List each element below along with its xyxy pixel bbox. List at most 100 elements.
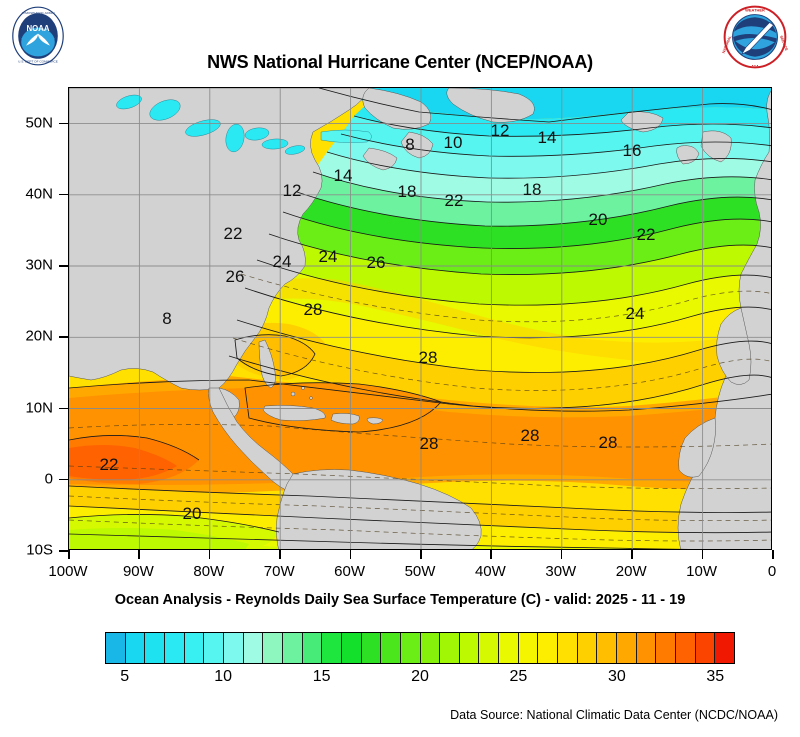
contour-label: 8: [162, 309, 171, 328]
svg-text:U.S. DEPT OF COMMERCE: U.S. DEPT OF COMMERCE: [18, 59, 58, 63]
chart-subtitle: Ocean Analysis - Reynolds Daily Sea Surf…: [114, 592, 686, 608]
sst-map: 8 10 12 14 16 12 14 18 22 18 20 22 22 24 24 26 26 24 28 8 28…: [25, 87, 776, 580]
map-canvas: [69, 88, 771, 549]
colorbar-swatch: [656, 633, 677, 663]
contour-label: 10: [444, 133, 463, 152]
colorbar-swatch: [577, 633, 598, 663]
colorbar-swatch: [518, 633, 539, 663]
x-tick: [631, 550, 633, 559]
x-tick: [68, 550, 70, 559]
x-axis-label: 100W: [48, 563, 88, 580]
y-axis-label: 10S: [26, 541, 53, 559]
map-frame: 8 10 12 14 16 12 14 18 22 18 20 22 22 24 24 26 26 24 28 8 28…: [68, 87, 772, 550]
x-tick: [560, 550, 563, 559]
colorbar-swatch: [164, 633, 185, 663]
y-axis-label: 40N: [25, 185, 53, 203]
colorbar-swatch: [243, 633, 264, 663]
x-tick: [772, 550, 774, 559]
colorbar-tick-label: 15: [312, 668, 331, 685]
x-axis-label: 50W: [404, 563, 436, 580]
contour-label: 22: [637, 225, 656, 244]
contour-label: 14: [538, 128, 557, 147]
colorbar-swatch: [184, 633, 205, 663]
colorbar-swatch: [459, 633, 480, 663]
colorbar-tick-label: 25: [509, 668, 528, 685]
contour-label: 12: [491, 121, 510, 140]
colorbar-swatch: [617, 633, 637, 663]
colorbar-swatch: [538, 633, 559, 663]
y-tick: [59, 193, 68, 196]
contour-label: 18: [523, 180, 542, 199]
colorbar-swatch: [636, 633, 657, 663]
contour-label: 14: [334, 166, 353, 185]
contour-label: 22: [224, 224, 243, 243]
contour-label: 28: [419, 348, 438, 367]
y-axis-label: 30N: [25, 256, 53, 274]
data-source-note: Data Source: National Climatic Data Cent…: [450, 708, 778, 722]
contour-label: 20: [183, 504, 202, 523]
colorbar-swatch: [125, 633, 146, 663]
x-tick: [138, 550, 140, 559]
contour-label: 8: [405, 135, 414, 154]
svg-text:ATMOSPHERIC ADMIN: ATMOSPHERIC ADMIN: [21, 11, 54, 15]
contour-label: 20: [589, 210, 608, 229]
x-axis-label: 20W: [615, 563, 647, 580]
colorbar-tick-label: 10: [214, 668, 232, 685]
y-axis-label: 20N: [25, 327, 53, 345]
x-tick: [349, 550, 352, 559]
x-axis-label: 70W: [263, 563, 295, 580]
x-tick: [420, 550, 422, 559]
colorbar-swatch: [676, 633, 696, 663]
y-axis-label: 50N: [25, 114, 53, 132]
colorbar: 5 10 15 20 25 30 35: [105, 632, 735, 685]
contour-label: 22: [445, 191, 464, 210]
x-tick: [279, 550, 281, 559]
x-axis-label: 40W: [474, 563, 506, 580]
colorbar-swatch: [302, 633, 323, 663]
svg-text:WEATHER: WEATHER: [745, 7, 765, 12]
contour-label: 22: [100, 455, 119, 474]
y-tick: [59, 265, 68, 267]
colorbar-swatch: [106, 633, 126, 663]
x-axis-label: 60W: [334, 563, 366, 580]
y-tick: [59, 407, 68, 409]
y-tick: [59, 478, 68, 481]
x-axis-label: 80W: [193, 563, 225, 580]
contour-label: 24: [626, 304, 645, 323]
colorbar-swatch: [479, 633, 500, 663]
colorbar-tick-label: 20: [411, 668, 429, 685]
contour-label-layer: 8 10 12 14 16 12 14 18 22 18 20 22 22 24 24 26 26 24 28 8 28…: [100, 121, 656, 523]
colorbar-swatch: [715, 633, 734, 663]
colorbar-swatch: [420, 633, 441, 663]
page-title: NWS National Hurricane Center (NCEP/NOAA…: [207, 52, 593, 72]
colorbar-tick-label: 35: [706, 668, 725, 685]
x-tick: [701, 550, 704, 559]
colorbar-swatch: [322, 633, 342, 663]
y-tick: [59, 336, 68, 338]
x-axis-label: 90W: [122, 563, 154, 580]
contour-label: 24: [319, 247, 338, 266]
x-tick: [490, 550, 492, 559]
x-axis-label: 10W: [686, 563, 718, 580]
nws-logo: WEATHER • • • NATIONAL SERVICE: [722, 5, 788, 69]
contour-label: 26: [367, 253, 386, 272]
contour-label: 28: [521, 426, 540, 445]
svg-text:NATIONAL: NATIONAL: [722, 34, 733, 54]
colorbar-swatch: [695, 633, 716, 663]
contour-label: 16: [623, 141, 642, 160]
colorbar-swatch: [263, 633, 283, 663]
contour-label: 28: [304, 300, 323, 319]
colorbar-swatch: [361, 633, 382, 663]
x-axis-label: 0: [767, 563, 777, 580]
contour-label: 24: [273, 252, 292, 271]
colorbar-swatch: [204, 633, 224, 663]
colorbar-swatch: [400, 633, 421, 663]
y-tick: [59, 122, 68, 125]
y-axis-label: 10N: [25, 399, 53, 416]
colorbar-swatch: [597, 633, 618, 663]
svg-text:NOAA: NOAA: [27, 24, 50, 33]
colorbar-swatch: [499, 633, 519, 663]
colorbar-swatch: [145, 633, 165, 663]
svg-text:• • •: • • •: [752, 63, 759, 68]
noaa-logo: NOAA ATMOSPHERIC ADMIN U.S. DEPT OF COMM…: [12, 6, 64, 66]
